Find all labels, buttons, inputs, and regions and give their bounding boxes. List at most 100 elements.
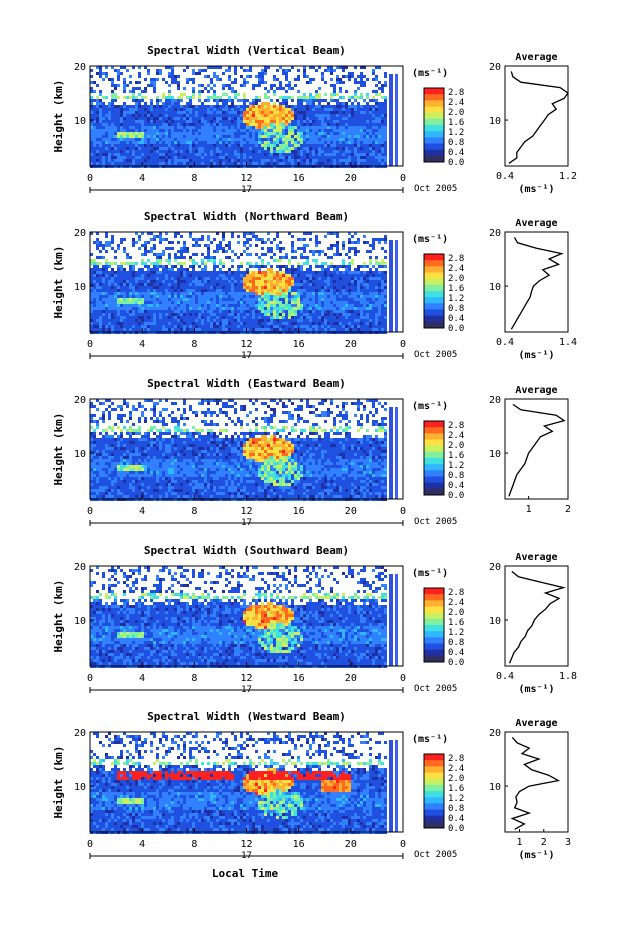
heatmap-cell [231,114,234,117]
heatmap-cell [165,280,168,283]
heatmap-cell [312,295,315,298]
heatmap-cell [93,108,96,111]
heatmap-cell [288,144,291,147]
heatmap-cell [240,265,243,268]
heatmap-cell [180,129,183,132]
heatmap-cell [264,271,267,274]
heatmap-cell [138,135,141,138]
heatmap-cell [234,156,237,159]
heatmap-cell [204,135,207,138]
heatmap-cell [270,105,273,108]
heatmap-cell [165,307,168,310]
heatmap-cell [93,286,96,289]
heatmap-cell [339,114,342,117]
heatmap-cell [123,277,126,280]
heatmap-cell [96,289,99,292]
heatmap-cell [105,117,108,120]
heatmap-cell [210,328,213,331]
heatmap-cell [144,271,147,274]
heatmap-cell [252,235,255,238]
heatmap-cell [111,316,114,319]
heatmap-cell [162,159,165,162]
heatmap-cell [381,150,384,153]
heatmap-cell [375,159,378,162]
heatmap-cell [189,328,192,331]
heatmap-cell [240,117,243,120]
heatmap-cell [147,232,150,235]
heatmap-cell [186,268,189,271]
heatmap-cell [282,256,285,259]
heatmap-cell [207,316,210,319]
heatmap-cell [177,120,180,123]
heatmap-cell [123,114,126,117]
heatmap-cell [312,120,315,123]
heatmap-cell [321,159,324,162]
heatmap-cell [126,84,129,87]
heatmap-cell [153,84,156,87]
heatmap-cell [348,256,351,259]
heatmap-cell [144,265,147,268]
heatmap-cell [240,66,243,69]
heatmap-cell [189,102,192,105]
heatmap-cell [291,123,294,126]
heatmap-cell [228,141,231,144]
heatmap-cell [189,298,192,301]
heatmap-cell [213,322,216,325]
heatmap-cell [291,286,294,289]
heatmap-cell [90,75,93,78]
heatmap-cell [330,111,333,114]
heatmap-cell [177,102,180,105]
heatmap-cell [348,114,351,117]
heatmap-cell [198,162,201,165]
heatmap-cell [261,123,264,126]
heatmap-cell [222,105,225,108]
heatmap-cell [291,325,294,328]
heatmap-cell [138,304,141,307]
heatmap-cell [192,286,195,289]
heatmap-cell [273,271,276,274]
heatmap-cell [225,307,228,310]
heatmap-cell [219,153,222,156]
heatmap-cell [180,277,183,280]
heatmap-cell [204,280,207,283]
heatmap-cell [342,262,345,265]
heatmap-cell [330,129,333,132]
heatmap-cell [210,322,213,325]
heatmap-cell [327,102,330,105]
heatmap-cell [261,78,264,81]
heatmap-cell [327,141,330,144]
heatmap-cell [228,144,231,147]
heatmap-cell [102,283,105,286]
heatmap-cell [324,156,327,159]
heatmap-cell [309,271,312,274]
heatmap-cell [138,99,141,102]
heatmap-cell [204,153,207,156]
heatmap-cell [96,280,99,283]
heatmap-cell [201,114,204,117]
colorbar-frame [423,87,445,163]
heatmap-cell [309,295,312,298]
heatmap-cell [324,301,327,304]
heatmap-cell [330,144,333,147]
heatmap-cell [216,162,219,165]
heatmap-cell [306,81,309,84]
heatmap-cell [270,268,273,271]
heatmap-cell [213,120,216,123]
heatmap-cell [168,72,171,75]
heatmap-cell [153,268,156,271]
heatmap-cell [294,129,297,132]
heatmap-cell [159,277,162,280]
heatmap-cell [159,316,162,319]
heatmap-cell [192,295,195,298]
heatmap-cell [240,298,243,301]
heatmap-cell [321,268,324,271]
heatmap-cell [330,120,333,123]
heatmap-cell [264,325,267,328]
heatmap-cell [105,265,108,268]
heatmap-cell [255,117,258,120]
heatmap-cell [279,135,282,138]
heatmap-cell [327,132,330,135]
heatmap-cell [318,250,321,253]
heatmap-cell [108,289,111,292]
